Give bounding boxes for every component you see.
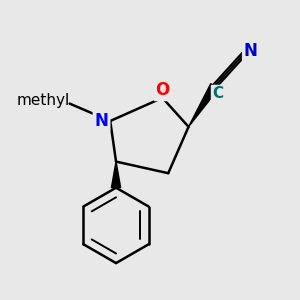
Text: O: O	[155, 81, 170, 99]
Text: N: N	[94, 112, 109, 130]
Polygon shape	[188, 84, 218, 127]
Text: methyl: methyl	[16, 93, 70, 108]
Polygon shape	[111, 162, 121, 188]
Text: N: N	[244, 42, 258, 60]
Text: C: C	[212, 86, 223, 101]
